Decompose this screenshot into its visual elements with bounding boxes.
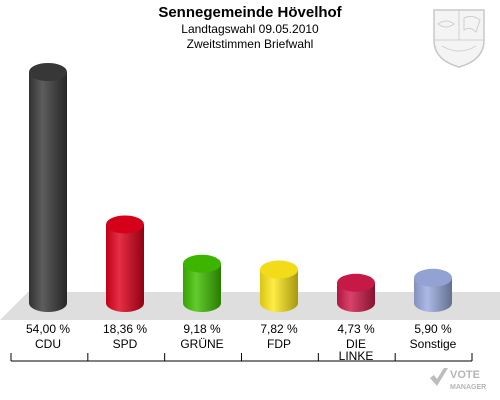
svg-text:MANAGER: MANAGER xyxy=(450,384,486,391)
bar-body xyxy=(260,269,298,312)
chart-subtitle-type: Zweitstimmen Briefwahl xyxy=(186,37,314,51)
bar-sonstige xyxy=(414,268,452,312)
bar-top xyxy=(260,260,298,279)
bar-body xyxy=(414,277,452,312)
value-label: 5,90 % xyxy=(414,322,452,336)
value-label: 54,00 % xyxy=(26,322,70,336)
bar-body xyxy=(29,72,67,312)
bar-fdp xyxy=(260,260,298,312)
value-label: 9,18 % xyxy=(183,322,221,336)
chart-subtitle-election: Landtagswahl 09.05.2010 xyxy=(181,22,319,36)
category-label: GRÜNE xyxy=(180,337,223,351)
chart-title: Sennegemeinde Hövelhof xyxy=(158,4,342,21)
category-label: LINKE xyxy=(339,349,374,363)
nrw-coat-of-arms-icon xyxy=(433,9,485,68)
category-label: FDP xyxy=(267,337,291,351)
bar-spd xyxy=(106,215,144,312)
bar-body xyxy=(106,224,144,312)
category-label: SPD xyxy=(113,337,138,351)
svg-text:VOTE: VOTE xyxy=(450,369,480,381)
bar-top xyxy=(106,215,144,234)
category-label: CDU xyxy=(35,337,61,351)
checkmark-icon xyxy=(430,368,448,386)
vote-manager-logo: VOTE MANAGER xyxy=(430,368,486,391)
bar-top xyxy=(183,254,221,273)
bar-body xyxy=(183,263,221,312)
bar-top xyxy=(337,273,375,292)
bar-die-linke xyxy=(337,273,375,312)
category-label: DIE xyxy=(346,337,366,351)
value-label: 7,82 % xyxy=(260,322,298,336)
bar-cdu xyxy=(29,63,67,312)
bar-top xyxy=(414,268,452,287)
value-label: 18,36 % xyxy=(103,322,147,336)
value-label: 4,73 % xyxy=(337,322,375,336)
bar-top xyxy=(29,63,67,81)
category-label: Sonstige xyxy=(410,337,457,351)
bar-grüne xyxy=(183,254,221,312)
